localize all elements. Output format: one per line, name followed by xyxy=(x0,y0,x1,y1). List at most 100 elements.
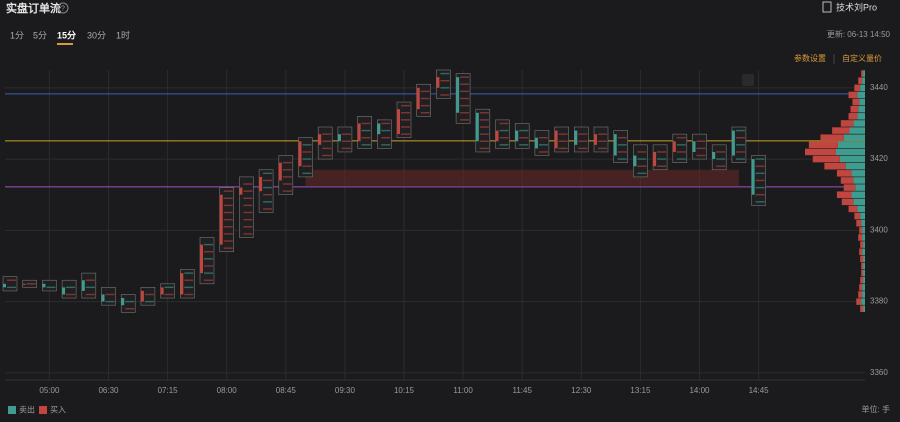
legend-label: 卖出 xyxy=(19,405,35,415)
footprint-cell xyxy=(499,144,509,146)
candle-body xyxy=(101,294,105,302)
footprint-cell xyxy=(105,300,115,303)
footprint-cell xyxy=(716,151,726,153)
tab[interactable]: 1分 xyxy=(10,30,24,40)
footprint-cell xyxy=(282,176,292,178)
profile-sell xyxy=(843,134,865,141)
footprint-cell xyxy=(243,233,253,235)
profile-sell xyxy=(853,177,865,184)
candle-body xyxy=(160,287,164,295)
profile-buy xyxy=(805,148,836,156)
footprint-cell xyxy=(657,151,667,153)
footprint-cell xyxy=(716,158,726,160)
candle-body xyxy=(534,137,538,149)
tab[interactable]: 5分 xyxy=(33,30,47,40)
x-tick-label: 07:15 xyxy=(158,386,179,395)
footprint-cell xyxy=(223,240,233,242)
footprint-cell xyxy=(755,165,765,167)
help[interactable]: ? xyxy=(61,5,65,12)
footprint-cell xyxy=(617,144,627,146)
x-tick-label: 14:45 xyxy=(749,386,770,395)
tab[interactable]: 1时 xyxy=(116,29,130,40)
profile-buy xyxy=(848,205,858,213)
footprint-cell xyxy=(657,158,667,160)
footprint-cell xyxy=(105,293,115,296)
footprint-cell xyxy=(735,151,745,153)
candle-body xyxy=(554,130,558,149)
custom[interactable]: 自定义量价 xyxy=(842,53,882,63)
footprint-cell xyxy=(401,126,410,128)
profile-sell xyxy=(863,269,865,277)
candle-body xyxy=(712,151,716,160)
candle-box xyxy=(239,176,254,238)
profile-buy xyxy=(848,113,858,120)
tab[interactable]: 30分 xyxy=(87,30,106,40)
footprint-cell xyxy=(204,251,213,253)
profile-buy xyxy=(858,234,863,241)
profile-sell xyxy=(863,241,865,248)
x-tick-label: 09:30 xyxy=(335,386,356,395)
candle-body xyxy=(574,130,578,145)
footprint-cell xyxy=(598,140,607,142)
footprint-cell xyxy=(243,183,253,185)
footprint-cell xyxy=(578,140,588,142)
candle-body xyxy=(278,162,282,181)
footprint-cell xyxy=(361,129,371,132)
profile-buy xyxy=(848,91,858,99)
candle-body xyxy=(633,155,637,167)
footprint-cell xyxy=(755,158,765,160)
footprint-cell xyxy=(676,151,686,153)
profile-sell xyxy=(862,234,865,241)
footprint-cell xyxy=(243,226,253,228)
footprint-cell xyxy=(85,293,95,296)
footprint-cell xyxy=(578,147,588,150)
profile-buy xyxy=(858,291,863,298)
profile-buy xyxy=(858,77,863,84)
profile-buy xyxy=(824,162,846,170)
footprint-cell xyxy=(676,137,686,139)
expand[interactable] xyxy=(742,74,754,86)
footprint-cell xyxy=(519,137,529,139)
footprint-cell xyxy=(125,300,135,303)
profile-sell xyxy=(862,248,865,255)
profile-buy xyxy=(852,98,860,106)
footprint-cell xyxy=(696,140,706,142)
footprint-cell xyxy=(184,279,194,281)
footprint-cell xyxy=(223,247,233,249)
footprint-cell xyxy=(85,279,95,281)
footprint-cell xyxy=(223,190,233,192)
candle-body xyxy=(200,244,203,274)
candle-body xyxy=(672,141,676,152)
legend-label: 买入 xyxy=(50,406,66,415)
profile-buy xyxy=(859,248,863,255)
candle-body xyxy=(751,159,755,195)
footprint-cell xyxy=(7,286,16,289)
candle-body xyxy=(594,134,597,145)
footprint-cell xyxy=(401,112,410,114)
footprint-cell xyxy=(243,218,253,221)
footprint-cell xyxy=(243,190,253,192)
footprint-cell xyxy=(460,97,470,100)
help-icon[interactable] xyxy=(57,2,69,14)
footprint-cell xyxy=(204,258,213,260)
footprint-cell xyxy=(696,154,706,157)
footprint-cell xyxy=(479,140,489,142)
unit: 单位: 手 xyxy=(862,404,890,414)
settings[interactable]: 参数设置 xyxy=(794,53,826,63)
footprint-cell xyxy=(617,151,627,153)
x-tick-label: 05:00 xyxy=(39,386,60,395)
profile-sell xyxy=(857,113,865,120)
candle-body xyxy=(140,290,144,302)
footprint-cell xyxy=(538,137,548,139)
profile-sell xyxy=(863,255,865,263)
footprint-cell xyxy=(263,172,273,175)
account[interactable]: 技术刘Pro xyxy=(836,1,877,12)
footprint-cell xyxy=(381,122,391,125)
tab[interactable]: 15分 xyxy=(57,29,76,40)
profile-sell xyxy=(860,84,865,92)
footprint-cell xyxy=(440,79,450,82)
x-tick-label: 12:30 xyxy=(571,386,592,395)
footprint-cell xyxy=(676,144,686,146)
profile-sell xyxy=(853,120,865,127)
